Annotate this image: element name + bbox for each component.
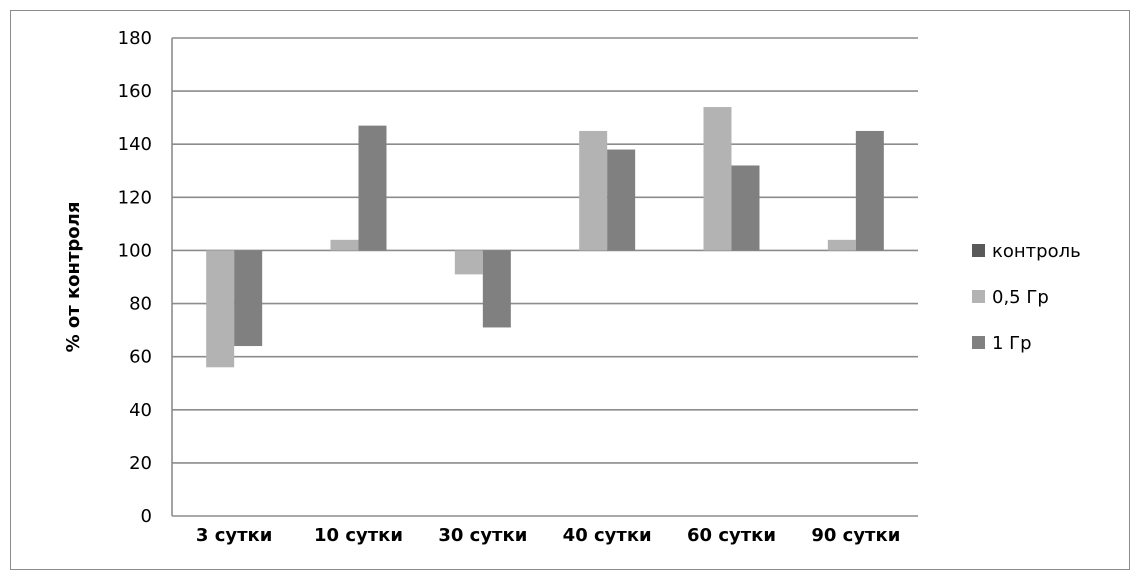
bar [234,250,263,347]
y-tick-label: 140 [118,134,152,155]
legend-swatch [972,244,985,257]
bar [827,239,856,251]
x-tick-label: 10 сутки [314,525,403,546]
bar [855,130,884,251]
chart-frame [10,10,1130,570]
y-tick-label: 40 [129,400,152,421]
legend-swatch [972,290,985,303]
y-tick-label: 0 [141,506,152,527]
legend-swatch [972,336,985,349]
y-axis-title: % от контроля [63,202,84,353]
bar [454,250,483,275]
bar [358,125,387,251]
x-tick-label: 90 сутки [811,525,900,546]
legend-label: 0,5 Гр [992,287,1049,308]
y-tick-label: 120 [118,187,152,208]
bar [482,250,511,328]
y-tick-label: 80 [129,294,152,315]
x-tick-label: 30 сутки [438,525,527,546]
bar [330,239,359,251]
gridlines [172,37,918,517]
category-labels: 3 сутки 10 сутки 30 сутки 40 сутки 60 сутки 9… [196,525,900,546]
y-tick-label: 60 [129,347,152,368]
bar [206,250,235,368]
bar [731,165,760,251]
x-tick-label: 40 сутки [563,525,652,546]
y-tick-label: 160 [118,81,152,102]
bars [206,107,884,368]
bar [579,130,608,251]
legend-label: контроль [992,241,1081,262]
y-tick-label: 180 [118,28,152,49]
legend: контроль 0,5 Гр 1 Гр [972,241,1081,354]
y-tick-labels: 0 20 40 60 80 100 120 140 160 180 [118,28,152,527]
bar [607,149,636,251]
bar [703,107,732,251]
legend-label: 1 Гр [992,333,1032,354]
y-tick-label: 20 [129,453,152,474]
x-tick-label: 3 сутки [196,525,272,546]
x-tick-label: 60 сутки [687,525,776,546]
y-tick-label: 100 [118,240,152,261]
